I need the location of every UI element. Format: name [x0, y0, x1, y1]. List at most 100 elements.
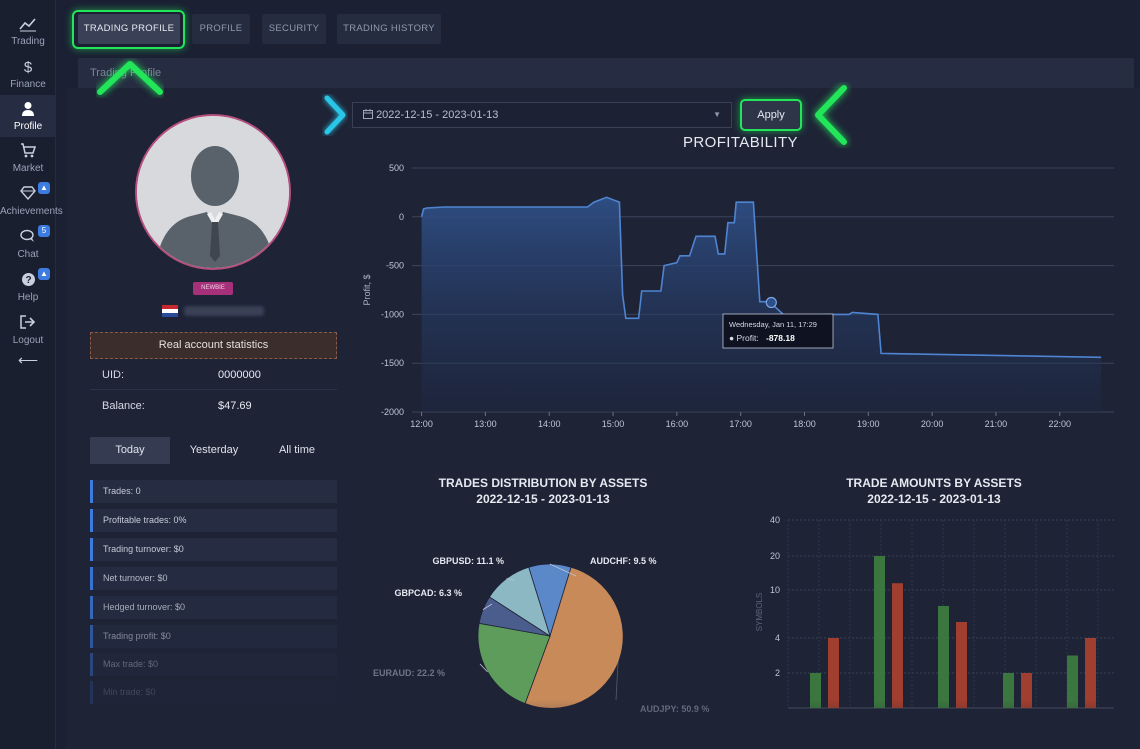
notification-badge: 5: [38, 225, 50, 237]
pie-leader-line: [615, 658, 619, 701]
tooltip-label: ● Profit:: [729, 333, 759, 343]
amounts-subtitle: 2022-12-15 - 2023-01-13: [867, 492, 1001, 506]
tooltip-box: [722, 313, 834, 349]
balance-label: Balance:: [102, 400, 145, 412]
notification-badge: ▲: [38, 182, 50, 194]
pie-label: AUDCHF: 9.5 %: [590, 556, 657, 566]
chat-icon: [0, 229, 56, 247]
y-tick-label: 0: [399, 212, 404, 222]
sidebar-item-label: Finance: [10, 79, 46, 90]
tab-yesterday[interactable]: Yesterday: [189, 444, 239, 456]
y-tick-label: -1500: [381, 358, 404, 368]
tab-today[interactable]: Today: [90, 437, 170, 464]
stat-trading-profit: Trading profit: $0: [90, 625, 337, 648]
sidebar-item-market[interactable]: Market: [0, 137, 56, 179]
stat-max-trade: Max trade: $0: [90, 653, 337, 676]
green-arrow-left-icon: [815, 85, 847, 145]
x-tick-label: 18:00: [793, 419, 816, 429]
x-tick-label: 20:00: [921, 419, 944, 429]
rank-badge: NEWBIE: [193, 282, 233, 295]
logout-icon: [0, 315, 56, 333]
collapse-sidebar-icon[interactable]: ⟵: [17, 352, 39, 368]
sidebar-item-label: Trading: [11, 36, 45, 47]
date-range-value: 2022-12-15 - 2023-01-13: [376, 109, 499, 121]
tooltip-date: Wednesday, Jan 11, 17:29: [729, 320, 817, 329]
pie-leader-line: [549, 563, 577, 577]
y-tick-label: 2: [775, 668, 780, 678]
bar-series-1: [1021, 673, 1032, 708]
pie-label: GBPUSD: 11.1 %: [432, 556, 504, 566]
tab-trading-history[interactable]: TRADING HISTORY: [337, 14, 441, 44]
tab-profile[interactable]: PROFILE: [192, 14, 250, 44]
svg-text:?: ?: [25, 275, 31, 286]
netherlands-flag-icon: [162, 305, 178, 317]
bar-series-0: [1067, 655, 1078, 708]
help-icon: ?: [0, 272, 56, 290]
stat-net-turnover: Net turnover: $0: [90, 567, 337, 590]
bar-series-0: [810, 673, 821, 708]
green-arrow-up-icon: [97, 61, 163, 95]
sidebar-item-chat[interactable]: Chat 5: [0, 223, 56, 265]
y-axis-label: Profit, $: [362, 274, 372, 305]
real-account-statistics[interactable]: Real account statistics: [90, 332, 337, 359]
stat-hedged-turnover: Hedged turnover: $0: [90, 596, 337, 619]
y-tick-label: 10: [770, 585, 780, 595]
x-tick-label: 19:00: [857, 419, 880, 429]
sidebar-item-logout[interactable]: Logout: [0, 309, 56, 351]
sidebar-item-profile[interactable]: Profile: [0, 95, 56, 137]
y-tick-label: -2000: [381, 407, 404, 417]
y-axis-label: SYMBOLS: [755, 593, 764, 632]
y-tick-label: 20: [770, 551, 780, 561]
balance-row: Balance: $47.69: [90, 391, 337, 421]
calendar-icon: [363, 109, 376, 121]
balance-value: $47.69: [218, 400, 252, 412]
bar-series-1: [828, 638, 839, 708]
bar-series-0: [938, 606, 949, 708]
chart-line-icon: [0, 16, 56, 34]
notification-badge: ▲: [38, 268, 50, 280]
sidebar-item-label: Help: [17, 292, 39, 303]
highlight-frame: [72, 10, 185, 49]
sidebar-item-help[interactable]: ? Help ▲: [0, 266, 56, 308]
chevron-down-icon: ▼: [713, 110, 721, 119]
sidebar-item-label: Logout: [12, 335, 44, 346]
bar-series-0: [1003, 673, 1014, 708]
sidebar-item-achievements[interactable]: Achievements ▲: [0, 180, 63, 222]
sidebar-item-finance[interactable]: $ Finance: [0, 53, 56, 95]
sidebar: Trading $ Finance Profile Market Achieve…: [0, 0, 63, 749]
sidebar-item-trading[interactable]: Trading: [0, 10, 56, 52]
date-range-select[interactable]: 2022-12-15 - 2023-01-13 ▼: [352, 102, 732, 128]
distribution-subtitle: 2022-12-15 - 2023-01-13: [476, 492, 610, 506]
bar-series-0: [874, 556, 885, 708]
stat-profitable-trades: Profitable trades: 0%: [90, 509, 337, 532]
profitability-chart: 500 0 -500 -1000 -1500 -2000 12:00 13:00 14:00 15…: [362, 163, 1114, 429]
pie-label: GBPCAD: 6.3 %: [394, 588, 462, 598]
tab-trading-profile[interactable]: TRADING PROFILE: [78, 14, 180, 44]
cyan-arrow-right-icon: [324, 95, 346, 135]
stat-trades: Trades: 0: [90, 480, 337, 503]
y-tick-label: 40: [770, 515, 780, 525]
dollar-icon: $: [23, 59, 33, 76]
sidebar-item-label: Market: [12, 163, 44, 174]
tab-security[interactable]: SECURITY: [262, 14, 326, 44]
y-tick-label: -500: [386, 261, 404, 271]
pie-slice-gbpusd: [488, 566, 551, 637]
stat-min-trade: Min trade: $0: [90, 681, 337, 704]
x-tick-label: 17:00: [729, 419, 752, 429]
avatar: [135, 114, 291, 270]
y-tick-label: 500: [389, 163, 404, 173]
sidebar-item-label: Chat: [17, 249, 39, 260]
pie-leader-line: [479, 663, 488, 673]
tab-all-time[interactable]: All time: [278, 444, 316, 456]
sidebar-item-label: Achievements: [0, 206, 63, 217]
x-tick-label: 21:00: [985, 419, 1008, 429]
x-tick-label: 14:00: [538, 419, 561, 429]
pie-label: EURAUD: 22.2 %: [373, 668, 445, 678]
apply-button[interactable]: Apply: [740, 99, 802, 131]
y-tick-label: 4: [775, 633, 780, 643]
bar-series-1: [1085, 638, 1096, 708]
x-tick-label: 22:00: [1048, 419, 1071, 429]
amounts-title: TRADE AMOUNTS BY ASSETS: [846, 476, 1022, 490]
distribution-title: TRADES DISTRIBUTION BY ASSETS: [438, 476, 648, 490]
profitability-title: PROFITABILITY: [683, 134, 798, 151]
